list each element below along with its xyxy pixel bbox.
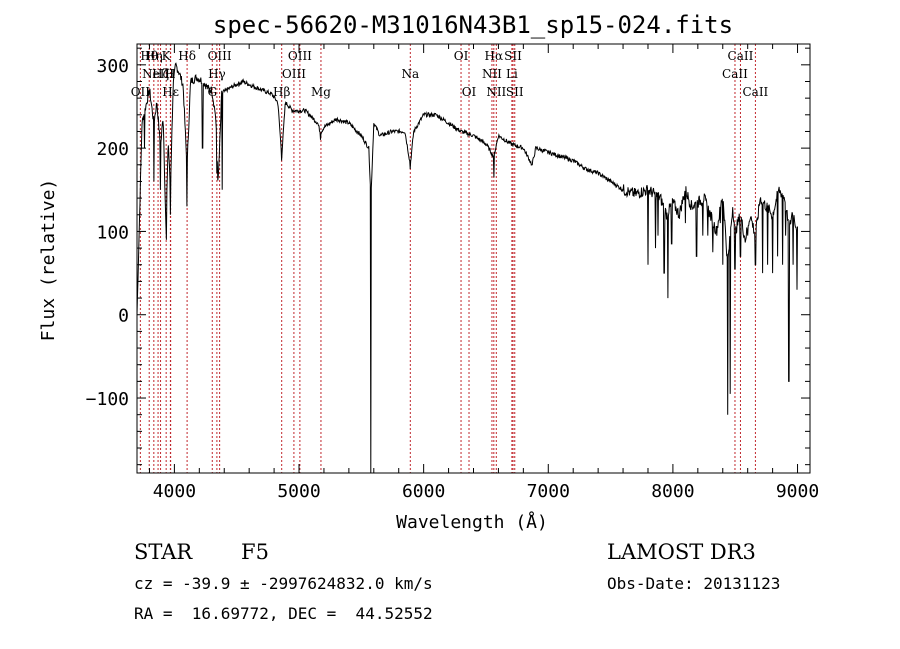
line-marker-label: OIII [208, 49, 232, 63]
chart-title: spec-56620-M31016N43B1_sp15-024.fits [213, 11, 733, 39]
line-marker-label: SII [504, 49, 522, 63]
line-marker-label: OIII [288, 49, 312, 63]
line-marker-layer [139, 44, 756, 473]
x-tick-label: 5000 [277, 481, 320, 502]
line-marker-label: Hδ [178, 49, 196, 63]
y-tick-label: −100 [86, 389, 129, 410]
line-marker-label: Hη [145, 49, 163, 63]
line-marker-label: Hε [162, 85, 179, 99]
line-marker-label: Hα [485, 49, 504, 63]
y-axis-label: Flux (relative) [38, 179, 59, 342]
line-marker-label: CaII [722, 67, 748, 81]
line-marker-label: OII [131, 85, 151, 99]
survey-name: LAMOST DR3 [607, 540, 756, 564]
line-marker-label: CaII [742, 85, 768, 99]
y-tick-label: 0 [118, 306, 129, 327]
flux-series-line [136, 62, 798, 474]
line-marker-label: OI [454, 49, 469, 63]
line-marker-label: CaII [728, 49, 754, 63]
x-tick-label: 8000 [651, 481, 694, 502]
line-marker-label: OI [462, 85, 477, 99]
line-marker-label: H [165, 67, 175, 81]
line-marker-label: OIII [282, 67, 306, 81]
y-axis: −100 0 100 200 300 [86, 47, 810, 466]
line-marker-label: G [207, 85, 217, 99]
x-axis-label: Wavelength (Å) [396, 511, 548, 533]
line-marker-label: Li [506, 67, 518, 81]
line-marker-label: Hθ [140, 49, 158, 63]
line-marker-label: NII [482, 67, 502, 81]
line-marker-label: K [162, 49, 172, 63]
y-tick-label: 200 [96, 139, 129, 160]
line-marker-label: SII [506, 85, 524, 99]
spectrum-layer [136, 62, 798, 474]
x-tick-label: 6000 [402, 481, 445, 502]
line-marker-label: Hγ [208, 67, 226, 81]
line-marker-label: Na [401, 67, 419, 81]
y-tick-label: 100 [96, 222, 129, 243]
x-tick-label: 7000 [527, 481, 570, 502]
coordinates-text: RA = 16.69772, DEC = 44.52552 [134, 604, 433, 623]
redshift-text: cz = -39.9 ± -2997624832.0 km/s [134, 574, 433, 593]
x-axis: 4000 5000 6000 7000 8000 9000 [148, 44, 819, 502]
object-subclass: F5 [241, 540, 269, 564]
obs-date-text: Obs-Date: 20131123 [607, 574, 781, 593]
line-marker-label: Hβ [273, 85, 290, 99]
y-tick-label: 300 [96, 56, 129, 77]
plot-frame [136, 43, 811, 474]
line-marker-label: NII [486, 85, 506, 99]
object-class: STAR [134, 540, 193, 564]
line-marker-label: Mg [311, 85, 331, 99]
x-tick-label: 4000 [153, 481, 196, 502]
x-tick-label: 9000 [776, 481, 819, 502]
line-marker-label: NeIII [142, 67, 174, 81]
line-marker-label: Hζ [152, 67, 169, 81]
